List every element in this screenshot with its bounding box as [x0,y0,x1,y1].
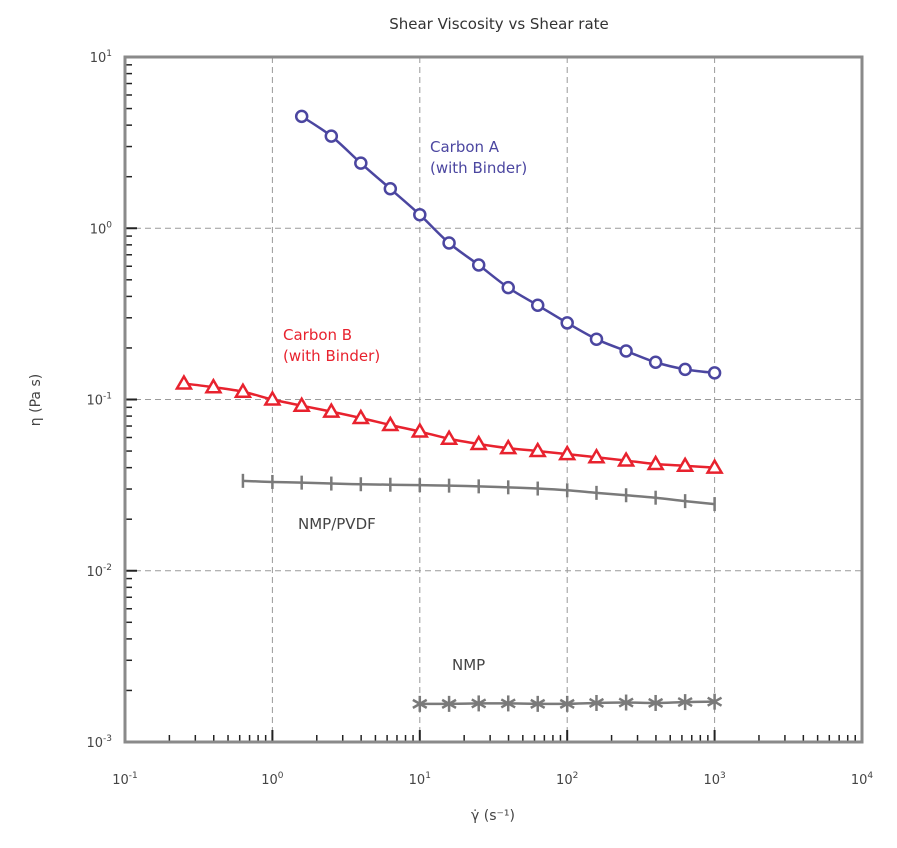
series-circle [294,109,722,380]
data-point [351,408,370,425]
data-point [471,258,486,272]
data-point [354,156,368,170]
x-tick-label: 100 [261,771,284,788]
data-point [707,366,722,380]
data-point [619,344,633,358]
data-point [294,109,309,124]
data-point [292,396,311,412]
data-point [707,693,723,710]
x-tick-label: 103 [703,771,725,788]
series-line [300,115,715,375]
x-tick-label: 104 [851,771,874,788]
data-point [174,374,194,390]
data-point [322,402,341,418]
data-point [616,451,636,467]
data-point [648,694,664,711]
data-point [705,458,724,474]
data-point [530,298,545,313]
data-point [439,429,459,445]
data-point [204,377,223,394]
plot-frame [123,55,864,744]
data-point [646,454,665,471]
data-point [442,236,456,250]
data-point [588,694,605,711]
x-tick-label: 101 [409,771,431,788]
data-point [560,316,574,330]
data-point [589,332,604,346]
y-tick-label: 100 [90,220,113,237]
data-point [528,441,547,458]
data-point [412,695,428,712]
series-line [183,382,715,469]
data-point [530,695,546,712]
x-tick-labels: 10-1 100 101 102 103 104 [112,771,873,788]
x-tick-label: 10-1 [112,771,138,788]
series-asterisk [412,693,723,712]
y-tick-label: 10-2 [86,563,112,580]
series-triangle [174,374,724,474]
data-point [233,382,253,398]
chart-title: Shear Viscosity vs Shear rate [389,15,609,33]
data-point [558,444,577,461]
data-point [501,280,515,295]
data-point [500,695,516,712]
x-axis-label: γ̇ (s⁻¹) [471,808,515,824]
data-point [263,390,282,406]
data-point [441,695,457,712]
data-point [618,694,634,711]
series-label: NMP [452,656,485,674]
data-point [413,207,427,222]
data-point [678,362,692,377]
series-label: NMP/PVDF [298,515,376,533]
data-point [559,695,575,712]
series-vtick [241,473,716,512]
y-tick-labels: 10-3 10-2 10-1 100 101 [86,49,112,751]
data-point [499,438,518,455]
y-axis-label: η (Pa s) [28,374,44,426]
series-layer [174,109,724,712]
data-point [471,695,487,712]
data-point [381,415,400,432]
data-point [677,694,693,711]
y-tick-label: 10-3 [86,734,112,751]
data-point [675,456,695,473]
data-point [587,447,606,464]
data-point [648,355,663,370]
grid-lines [125,57,862,742]
series-label: Carbon A (with Binder) [430,138,527,177]
data-point [410,422,429,438]
y-tick-label: 10-1 [86,392,112,409]
x-tick-label: 102 [556,771,578,788]
series-label: Carbon B (with Binder) [283,326,380,365]
data-point [324,129,339,143]
y-tick-label: 101 [90,49,112,66]
series-annotations: Carbon A (with Binder) Carbon B (with Binde… [283,138,527,674]
data-point [383,182,398,196]
data-point [469,434,488,451]
